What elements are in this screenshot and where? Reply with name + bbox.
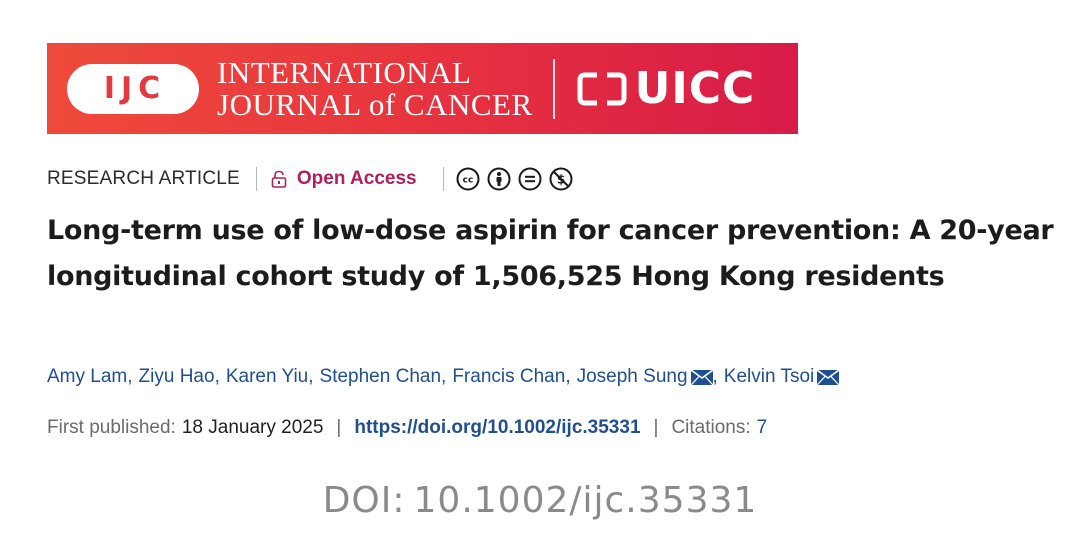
uicc-logo: UICC [577,63,756,114]
journal-name: INTERNATIONAL JOURNAL of CANCER [217,54,533,122]
meta-divider [442,167,444,191]
author-separator: , [308,366,314,387]
author-name[interactable]: Ziyu Hao [139,366,215,388]
uicc-mark-icon [577,72,627,105]
author-name-text[interactable]: Joseph Sung [576,366,688,387]
open-lock-icon [271,170,287,188]
license-icons[interactable]: cc $ [456,167,573,191]
author-separator: , [712,366,718,387]
author-name-text[interactable]: Ziyu Hao [138,366,215,387]
open-access-badge[interactable]: Open Access [271,168,417,190]
first-published-label: First published: [47,417,176,438]
doi-caption-label: DOI: [322,480,406,521]
doi-link[interactable]: https://doi.org/10.1002/ijc.35331 [354,417,641,438]
envelope-icon[interactable] [817,369,840,385]
nc-non-commercial-icon[interactable]: $ [549,167,573,191]
journal-banner[interactable]: IJC INTERNATIONAL JOURNAL of CANCER UICC [47,43,798,134]
journal-name-line2: JOURNAL of CANCER [217,86,533,122]
author-list: Amy Lam, Ziyu Hao, Karen Yiu, Stephen Ch… [47,366,840,388]
citations-label: Citations: [671,417,751,438]
doi-caption-value: 10.1002/ijc.35331 [413,480,758,521]
open-access-label: Open Access [296,168,417,189]
article-title: Long-term use of low-dose aspirin for ca… [47,215,1054,292]
banner-divider [552,58,555,119]
envelope-icon[interactable] [690,369,713,385]
article-type: RESEARCH ARTICLE [47,168,240,189]
publication-info: First published: 18 January 2025 | https… [47,417,767,439]
info-divider: | [653,417,659,438]
first-published-date: 18 January 2025 [181,417,324,438]
author-separator: , [441,366,447,387]
author-name[interactable]: Karen Yiu [226,366,308,388]
article-meta-row: RESEARCH ARTICLE Open Access cc $ [47,163,573,195]
doi-caption: DOI: 10.1002/ijc.35331 [0,480,1080,521]
ijc-logo: IJC [67,63,199,114]
cc-icon[interactable]: cc [456,167,480,191]
author-separator: , [127,366,133,387]
nd-no-derivatives-icon[interactable] [518,167,542,191]
author-name-text[interactable]: Karen Yiu [225,366,309,387]
info-divider: | [336,417,342,438]
meta-divider [255,167,257,191]
citations-count[interactable]: 7 [756,417,768,438]
author-separator: , [565,366,571,387]
svg-text:$: $ [556,173,564,187]
author-name[interactable]: Joseph Sung [577,366,713,388]
author-name-text[interactable]: Francis Chan [452,366,566,387]
journal-name-line1: INTERNATIONAL [217,54,472,90]
author-name[interactable]: Amy Lam [47,366,127,388]
author-name[interactable]: Francis Chan [452,366,565,388]
author-name-text[interactable]: Amy Lam [47,366,128,387]
svg-text:cc: cc [462,176,473,186]
author-name[interactable]: Kelvin Tsoi [723,366,840,388]
by-attribution-icon[interactable] [487,167,511,191]
uicc-text: UICC [634,63,756,114]
author-separator: , [214,366,220,387]
author-name-text[interactable]: Stephen Chan [319,366,442,387]
author-name-text[interactable]: Kelvin Tsoi [723,366,815,387]
author-name[interactable]: Stephen Chan [320,366,442,388]
